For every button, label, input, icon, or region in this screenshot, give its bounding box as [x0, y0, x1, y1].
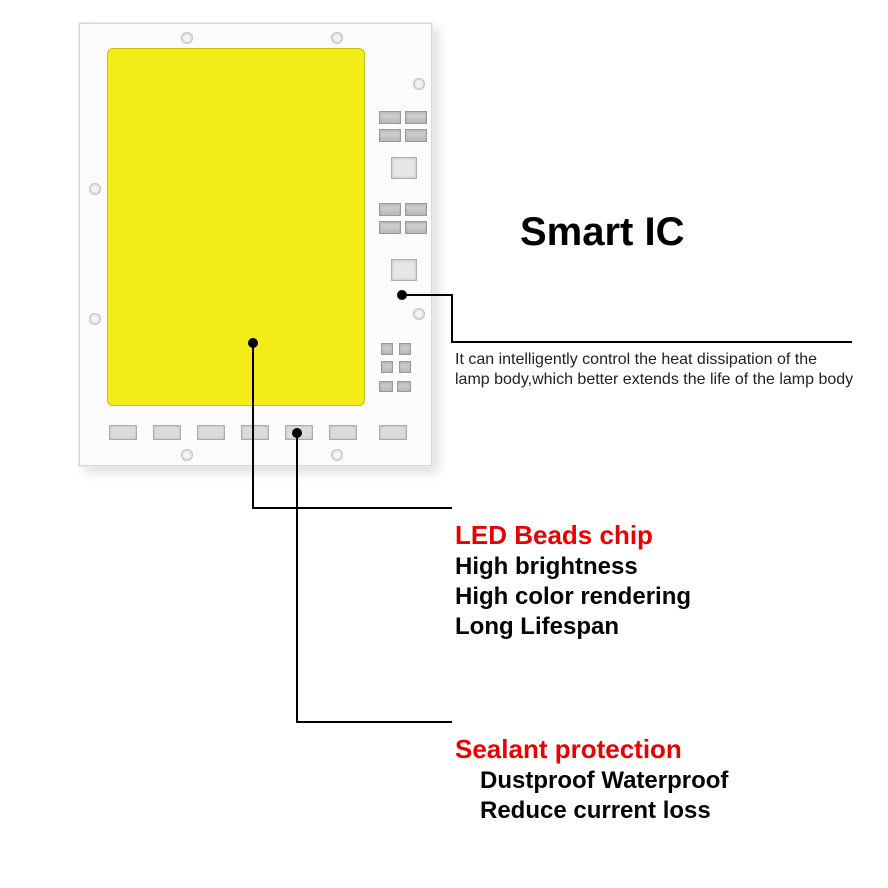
callout-dot-sealant: [292, 428, 302, 438]
smd-component: [153, 425, 181, 440]
smd-component: [399, 361, 411, 373]
sealant-line: Reduce current loss: [480, 796, 728, 826]
mounting-hole: [89, 183, 101, 195]
mounting-hole: [181, 449, 193, 461]
led-beads-line: High brightness: [455, 552, 691, 582]
smd-component: [381, 343, 393, 355]
smd-component: [379, 129, 401, 142]
callout-dot-smart-ic: [397, 290, 407, 300]
smd-component: [405, 203, 427, 216]
callout-dot-led-beads: [248, 338, 258, 348]
smd-component: [379, 111, 401, 124]
desc-smart-ic: It can intelligently control the heat di…: [455, 350, 855, 390]
heading-led-beads: LED Beads chip: [455, 520, 653, 551]
smd-component: [379, 425, 407, 440]
heading-sealant: Sealant protection: [455, 734, 682, 765]
smd-component: [399, 343, 411, 355]
smd-component: [379, 203, 401, 216]
smd-component: [197, 425, 225, 440]
ic-chip: [391, 259, 417, 281]
smd-component: [379, 221, 401, 234]
ic-chip: [391, 157, 417, 179]
mounting-hole: [181, 32, 193, 44]
smd-component: [109, 425, 137, 440]
led-cob-board: [78, 22, 433, 467]
mounting-hole: [331, 32, 343, 44]
mounting-hole: [331, 449, 343, 461]
smd-component: [405, 221, 427, 234]
mounting-hole: [413, 308, 425, 320]
led-emissive-area: [107, 48, 365, 406]
body-led-beads: High brightness High color rendering Lon…: [455, 552, 691, 642]
body-sealant: Dustproof Waterproof Reduce current loss: [480, 766, 728, 826]
leader-sealant: [297, 433, 452, 722]
smd-component: [397, 381, 411, 392]
smd-component: [329, 425, 357, 440]
leader-smart-ic: [402, 295, 852, 342]
mounting-hole: [89, 313, 101, 325]
heading-smart-ic: Smart IC: [520, 210, 685, 255]
led-beads-line: High color rendering: [455, 582, 691, 612]
smd-component: [405, 111, 427, 124]
smd-component: [405, 129, 427, 142]
smd-component: [241, 425, 269, 440]
mounting-hole: [413, 78, 425, 90]
smd-component: [381, 361, 393, 373]
sealant-line: Dustproof Waterproof: [480, 766, 728, 796]
smd-component: [379, 381, 393, 392]
led-beads-line: Long Lifespan: [455, 612, 691, 642]
